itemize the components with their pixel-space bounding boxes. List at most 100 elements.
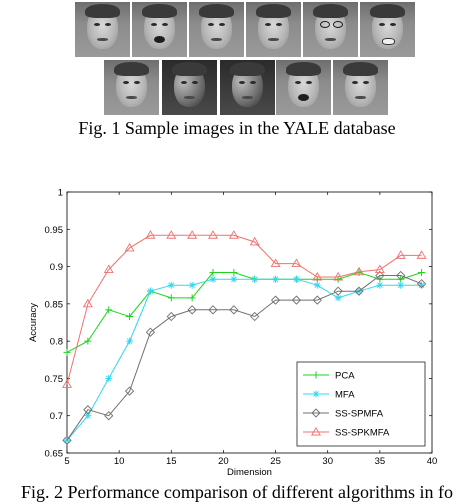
data-point <box>354 266 364 276</box>
data-point <box>124 386 135 396</box>
data-point <box>188 294 196 302</box>
data-point <box>126 337 134 345</box>
data-point <box>84 337 92 345</box>
data-point <box>270 258 281 268</box>
chart-legend: PCA MFA SS-SPMFA SS-SPKMFA <box>296 361 426 447</box>
data-point <box>146 287 154 295</box>
figure-1-caption: Fig. 1 Sample images in the YALE databas… <box>78 118 396 138</box>
data-point <box>249 236 260 246</box>
data-point <box>333 271 344 281</box>
data-point <box>63 348 71 356</box>
data-point <box>62 435 72 445</box>
data-point <box>291 258 302 268</box>
yale-face-samples <box>0 0 474 120</box>
data-point <box>334 294 342 302</box>
data-point <box>375 270 385 281</box>
legend-label: PCA <box>335 371 355 382</box>
y-tick-label: 0.65 <box>45 449 64 460</box>
y-tick-label: 0.7 <box>50 411 63 422</box>
data-point <box>83 405 93 415</box>
data-point <box>354 286 364 296</box>
data-point <box>292 275 300 283</box>
legend-label: MFA <box>335 390 355 401</box>
y-axis-label: Accuracy <box>28 303 39 342</box>
figure-2-caption: Fig. 2 Performance comparison of differe… <box>20 482 454 502</box>
data-point <box>62 379 72 388</box>
face-image <box>162 60 217 115</box>
legend-label: SS-SPMFA <box>335 409 384 420</box>
data-point <box>396 270 406 281</box>
data-point <box>272 275 280 283</box>
face-image <box>189 2 244 57</box>
x-tick-label: 40 <box>427 456 438 467</box>
data-point <box>313 281 321 289</box>
face-image <box>246 2 301 57</box>
data-point <box>167 281 175 289</box>
data-point <box>230 275 238 283</box>
x-tick-label: 5 <box>64 456 69 467</box>
data-point <box>82 298 93 308</box>
data-point <box>397 281 405 289</box>
x-tick-label: 10 <box>114 456 125 467</box>
data-point <box>145 327 156 337</box>
legend-entry: SS-SPKMFA <box>303 426 390 439</box>
data-point <box>312 271 323 281</box>
data-point <box>229 305 239 315</box>
legend-entry: SS-SPMFA <box>303 408 384 420</box>
data-point <box>209 275 217 283</box>
face-image <box>132 2 187 57</box>
legend-entry: MFA <box>303 390 355 401</box>
face-image <box>75 2 130 57</box>
data-point <box>312 295 322 305</box>
data-point <box>145 230 156 239</box>
series-line-ss-spmfa <box>66 275 422 441</box>
data-point <box>376 281 384 289</box>
accuracy-line-chart: 5 10 15 20 25 30 35 40 0.65 0.7 0.75 0.8 0.85 0.9 0.95… <box>28 188 438 479</box>
data-point <box>208 305 218 315</box>
data-point <box>63 436 71 444</box>
data-point <box>105 306 113 314</box>
legend-entry: PCA <box>303 371 355 382</box>
data-point <box>395 250 406 259</box>
legend-marker <box>311 408 321 418</box>
data-point <box>270 295 281 305</box>
data-point <box>104 411 114 421</box>
x-tick-label: 30 <box>322 456 333 467</box>
legend-marker <box>311 426 321 436</box>
y-tick-label: 0.75 <box>45 374 64 385</box>
data-point <box>418 269 426 277</box>
y-tick-label: 1 <box>58 188 63 199</box>
data-point <box>166 230 177 239</box>
data-point <box>103 264 114 274</box>
data-point <box>416 250 427 259</box>
y-tick-label: 0.85 <box>45 299 64 310</box>
data-point <box>187 230 198 239</box>
y-tick-label: 0.8 <box>50 337 63 348</box>
x-tick-label: 20 <box>218 456 229 467</box>
data-point <box>187 305 197 315</box>
data-point <box>208 230 218 239</box>
data-point <box>166 311 176 322</box>
data-point <box>188 281 196 289</box>
face-image <box>220 60 275 115</box>
face-image <box>303 2 358 57</box>
x-axis-label: Dimension <box>227 467 272 478</box>
data-point <box>251 275 259 283</box>
data-point <box>228 230 239 239</box>
data-point <box>333 286 343 296</box>
y-tick-label: 0.95 <box>45 225 64 236</box>
data-point <box>374 264 385 274</box>
data-point <box>126 313 134 321</box>
x-tick-label: 35 <box>375 456 386 467</box>
data-point <box>105 374 113 382</box>
data-point <box>418 281 426 289</box>
x-tick-label: 25 <box>270 456 281 467</box>
data-point <box>416 279 427 289</box>
data-point <box>84 412 92 420</box>
face-image <box>104 60 159 115</box>
data-point <box>167 294 175 302</box>
data-point <box>209 269 217 277</box>
data-point <box>291 295 302 305</box>
legend-label: SS-SPKMFA <box>335 428 390 439</box>
y-tick-label: 0.9 <box>50 262 63 273</box>
